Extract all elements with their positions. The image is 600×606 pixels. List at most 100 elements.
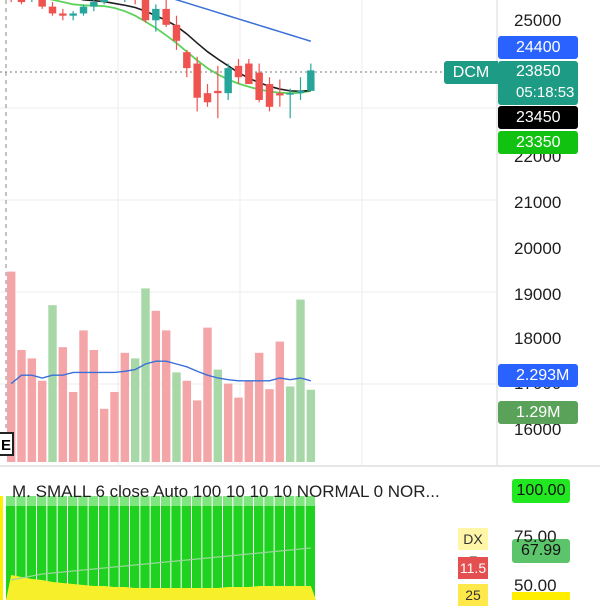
volume-bar	[120, 352, 130, 462]
indicator-title[interactable]: M. SMALL 6 close Auto 100 10 10 10 NORMA…	[12, 482, 440, 501]
volume-bar	[89, 350, 99, 462]
candle-body	[224, 68, 232, 94]
indicator-green-bar	[264, 506, 274, 600]
ma-dark-line	[80, 0, 311, 93]
indicator-top-bar	[150, 496, 160, 506]
indicator-green-bar	[68, 506, 78, 600]
indicator-green-bar	[16, 506, 26, 600]
indicator-green-bar	[161, 506, 171, 600]
indicator-tick: 75.00	[514, 527, 557, 546]
indicator-green-bar	[171, 506, 181, 600]
indicator-side-tag: DX F	[458, 528, 488, 569]
left-edge-marker[interactable]: E	[0, 432, 14, 456]
candle-body	[90, 2, 98, 7]
indicator-green-bar	[88, 506, 98, 600]
candle-body	[307, 70, 315, 91]
price-tick: 21000	[514, 193, 562, 212]
indicator-top-bar	[264, 496, 274, 506]
price-tick: 16000	[514, 420, 562, 439]
volume-bar	[223, 383, 233, 462]
indicator-green-bar	[99, 506, 109, 600]
indicator-side-tag: 11.5	[458, 557, 488, 579]
symbol-tag[interactable]: DCM	[444, 61, 498, 84]
volume-bar	[296, 299, 305, 462]
indicator-green-bar	[26, 506, 36, 600]
indicator-top-bar	[171, 496, 181, 506]
indicator-top-bar	[305, 496, 315, 506]
candle-body	[17, 0, 26, 3]
candle-body	[162, 8, 170, 25]
volume-bar	[234, 397, 243, 462]
indicator-top-bar	[295, 496, 305, 506]
indicator-top-bar	[254, 496, 264, 506]
candle-body	[59, 13, 67, 16]
price-tag-ma: 24400	[498, 36, 578, 59]
indicator-top-bar	[99, 496, 109, 506]
volume-bar	[306, 389, 316, 462]
indicator-green-bar	[212, 506, 222, 600]
indicator-line	[11, 547, 311, 581]
indicator-green-bar	[305, 506, 315, 600]
volume-bar	[275, 341, 285, 462]
indicator-tick: 50.00	[514, 576, 557, 595]
indicator-top-bar	[140, 496, 150, 506]
candle-body	[203, 93, 212, 103]
indicator-green-bar	[150, 506, 160, 600]
volume-bar	[182, 380, 192, 462]
volume-bar	[99, 408, 109, 462]
indicator-green-bar	[202, 506, 212, 600]
indicator-green-bar	[37, 506, 47, 600]
indicator-green-bar	[57, 506, 67, 600]
indicator-green-bar	[243, 506, 253, 600]
indicator-top-bar	[37, 496, 47, 506]
indicator-green-bar	[181, 506, 191, 600]
indicator-bottom-bar	[512, 592, 570, 600]
indicator-top-bar	[192, 496, 202, 506]
indicator-green-bar	[109, 506, 119, 600]
indicator-top-bar	[181, 496, 191, 506]
price-tick: 25000	[514, 11, 562, 30]
indicator-top-bar	[243, 496, 253, 506]
indicator-tag-max: 100.00	[512, 479, 570, 503]
volume-bar	[79, 330, 88, 462]
candle-body	[152, 8, 160, 21]
candle-body	[245, 63, 253, 85]
volume-bar	[68, 392, 78, 462]
pane-divider[interactable]	[0, 465, 600, 467]
indicator-top-bar	[285, 496, 295, 506]
volume-bars	[6, 271, 316, 462]
indicator-top-bar	[78, 496, 88, 506]
volume-bar	[110, 392, 119, 462]
volume-bar	[161, 330, 171, 462]
volume-bar	[203, 327, 212, 462]
indicator-green-bar	[295, 506, 305, 600]
indicator-top-bar	[212, 496, 222, 506]
candle-body	[38, 0, 46, 7]
indicator-green-bar	[223, 506, 233, 600]
volume-bar	[130, 358, 140, 462]
volume-bar	[48, 305, 57, 462]
price-tick: 20000	[514, 239, 562, 258]
candle-body	[296, 90, 305, 94]
indicator-top-bar	[6, 496, 16, 506]
price-tick: 18000	[514, 329, 562, 348]
volume-bar	[254, 352, 264, 462]
volume-bar	[244, 380, 254, 462]
candles	[10, 0, 315, 119]
candle-body	[183, 52, 191, 69]
candle-body	[276, 93, 284, 96]
indicator-yellow-strip	[0, 496, 3, 600]
volume-bar	[6, 271, 16, 462]
candle-body	[234, 65, 243, 78]
indicator-top-bar	[47, 496, 57, 506]
candle-body	[69, 13, 77, 16]
volume-bar	[58, 347, 68, 462]
candle-body	[265, 84, 274, 107]
price-tick: 19000	[514, 285, 562, 304]
indicator-green-bar	[274, 506, 284, 600]
indicator-green-bar	[285, 506, 295, 600]
candle-body	[141, 0, 150, 21]
indicator-green-bar	[78, 506, 88, 600]
volume-bar	[172, 372, 181, 462]
